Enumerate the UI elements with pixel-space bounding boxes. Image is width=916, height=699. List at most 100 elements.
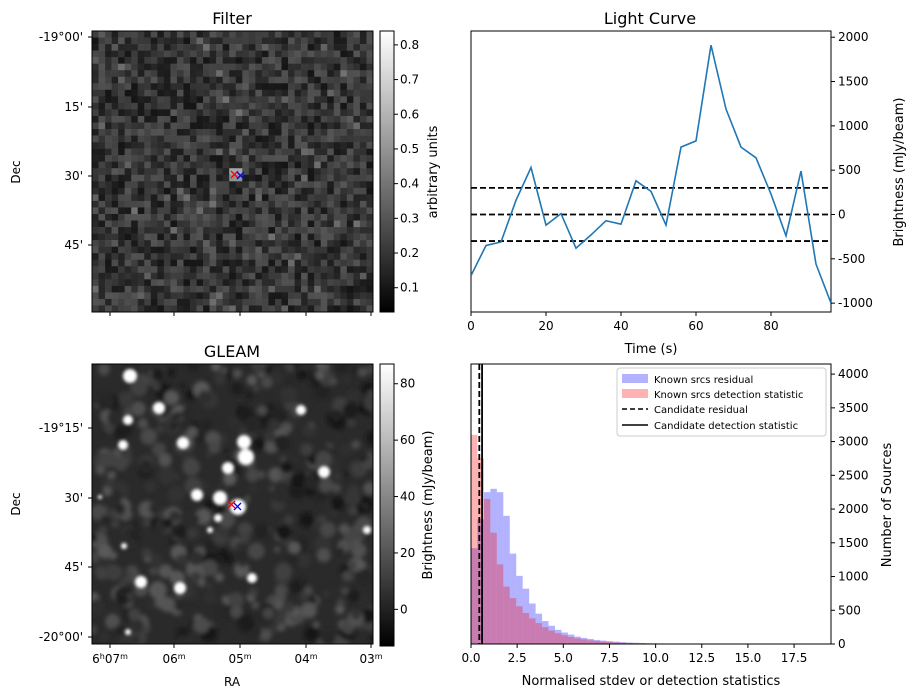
legend-label-residual: Known srcs residual — [654, 375, 753, 386]
filter-markers — [230, 170, 245, 180]
lightcurve-y-tick-label: -1000 — [838, 296, 873, 310]
hist-bar-detection — [503, 586, 510, 644]
histogram-xlabel: Normalised stdev or detection statistics — [522, 674, 781, 689]
gleam-source — [363, 526, 371, 534]
histogram-panel: 0.0 2.5 5.0 7.5 10.0 12.5 15.0 17.5 0 500 1000 150… — [461, 363, 895, 689]
hist-bar-residual — [567, 634, 575, 644]
lightcurve-x-tick-label: 80 — [763, 319, 778, 333]
hist-bar-detection — [580, 639, 588, 644]
histogram-x-tick-label: 5.0 — [554, 651, 573, 665]
histogram-x-tick-label: 12.5 — [688, 651, 715, 665]
histogram-y-tick-label: 2000 — [838, 502, 869, 516]
gleam-source — [118, 440, 128, 450]
histogram-y-tick-label: 3500 — [838, 401, 869, 415]
gleam-source — [238, 449, 254, 465]
lightcurve-x-ticks: 0 20 40 60 80 — [467, 312, 779, 333]
gleam-source — [214, 514, 222, 522]
histogram-y-tick-label: 4000 — [838, 367, 869, 381]
gleam-source — [121, 543, 127, 549]
lightcurve-panel: Light Curve 0 20 40 60 80 -1000 -500 0 500 1000 1… — [467, 9, 907, 357]
hist-bar-residual — [587, 638, 594, 644]
hist-bar-detection — [613, 642, 620, 644]
gleam-source — [222, 462, 234, 474]
gleam-source — [153, 402, 165, 414]
histogram-y-tick-label: 1500 — [838, 536, 869, 550]
hist-bar-residual — [535, 613, 543, 644]
lightcurve-xlabel: Time (s) — [624, 342, 678, 357]
lightcurve-y-tick-label: 1500 — [838, 75, 869, 89]
gleam-x-tick-label: 05m — [228, 652, 251, 667]
gleam-x-tick-label: 03m — [359, 652, 382, 667]
hist-bar-residual — [632, 642, 639, 644]
histogram-y-ticks: 0 500 1000 1500 2000 2500 3000 3500 4000 — [831, 367, 869, 651]
hist-bar-residual — [580, 637, 588, 644]
histogram-y-tick-label: 2500 — [838, 468, 869, 482]
filter-frame — [91, 30, 374, 313]
gleam-colorbar-tick-label: 20 — [400, 546, 415, 560]
filter-colorbar-tick-label: 0.7 — [400, 73, 419, 87]
hist-bar-residual — [471, 548, 478, 644]
gleam-colorbar — [379, 363, 395, 647]
filter-x-ticks — [109, 312, 372, 316]
gleam-y-ticks: -19°15' 30' 45' -20°00' — [39, 421, 92, 644]
gleam-colorbar-tick-label: 80 — [400, 377, 415, 391]
hist-bar-detection — [529, 618, 536, 644]
hist-bar-residual — [477, 519, 484, 644]
histogram-x-tick-label: 7.5 — [600, 651, 619, 665]
gleam-source — [123, 415, 133, 425]
histogram-y-tick-label: 0 — [838, 637, 846, 651]
lightcurve-ylabel: Brightness (mJy/beam) — [892, 98, 907, 247]
histogram-candidate-lines — [478, 364, 483, 644]
gleam-source — [123, 369, 137, 383]
gleam-ylabel: Dec — [9, 492, 23, 515]
filter-y-tick-label: 15' — [64, 100, 83, 114]
hist-bar-detection — [490, 532, 497, 644]
gleam-colorbar-tick-label: 40 — [400, 490, 415, 504]
gleam-image — [92, 364, 373, 644]
gleam-y-tick-label: 30' — [64, 491, 83, 505]
hist-bar-residual — [516, 575, 523, 644]
lightcurve-frame — [470, 30, 832, 313]
gleam-xlabel: RA — [224, 675, 241, 689]
hist-bar-residual — [542, 621, 549, 644]
filter-colorbar-tick-label: 0.4 — [400, 177, 419, 191]
hist-bar-detection — [593, 641, 601, 644]
gleam-colorbar-ticks: 0 20 40 60 80 — [394, 377, 415, 616]
gleam-source — [237, 435, 251, 449]
histogram-x-tick-label: 0.0 — [461, 651, 480, 665]
hist-bar-residual — [496, 492, 504, 644]
hist-bar-residual — [483, 492, 491, 644]
filter-y-ticks: -19°00' 15' 30' 45' — [39, 30, 92, 252]
hist-bar-residual — [619, 642, 627, 644]
lightcurve-x-tick-label: 20 — [538, 319, 553, 333]
hist-bar-residual — [626, 642, 633, 644]
gleam-source — [207, 527, 213, 533]
hist-bar-detection — [606, 642, 614, 644]
gleam-source — [191, 489, 203, 501]
lightcurve-y-tick-label: 1000 — [838, 119, 869, 133]
hist-bar-residual — [639, 642, 646, 644]
filter-colorbar-tick-label: 0.5 — [400, 142, 419, 156]
lightcurve-y-ticks: -1000 -500 0 500 1000 1500 2000 — [831, 30, 873, 310]
hist-bar-residual — [574, 636, 581, 644]
hist-bar-detection — [567, 636, 575, 644]
legend-label-candidate-residual: Candidate residual — [654, 405, 748, 416]
hist-bar-detection — [542, 627, 549, 644]
filter-y-tick-label: -19°00' — [39, 30, 83, 44]
gleam-source — [177, 437, 189, 449]
hist-bar-residual — [490, 488, 497, 644]
gleam-source — [174, 582, 186, 594]
legend-swatch-residual — [622, 374, 648, 383]
lightcurve-line — [471, 45, 831, 304]
histogram-legend: Known srcs residual Known srcs detection… — [616, 367, 827, 437]
histogram-x-tick-label: 10.0 — [642, 651, 669, 665]
gleam-blue-marker — [233, 502, 242, 511]
filter-y-tick-label: 45' — [64, 238, 83, 252]
hist-bar-detection — [516, 606, 523, 644]
histogram-x-tick-label: 15.0 — [735, 651, 762, 665]
hist-bar-residual — [509, 553, 517, 644]
filter-panel: Filter -19°00' 15' 30' 45' Dec 0.1 0.2 0.3 0.4… — [9, 9, 441, 316]
hist-bar-residual — [593, 639, 601, 644]
hist-bar-detection — [561, 635, 568, 644]
gleam-source — [135, 576, 147, 588]
